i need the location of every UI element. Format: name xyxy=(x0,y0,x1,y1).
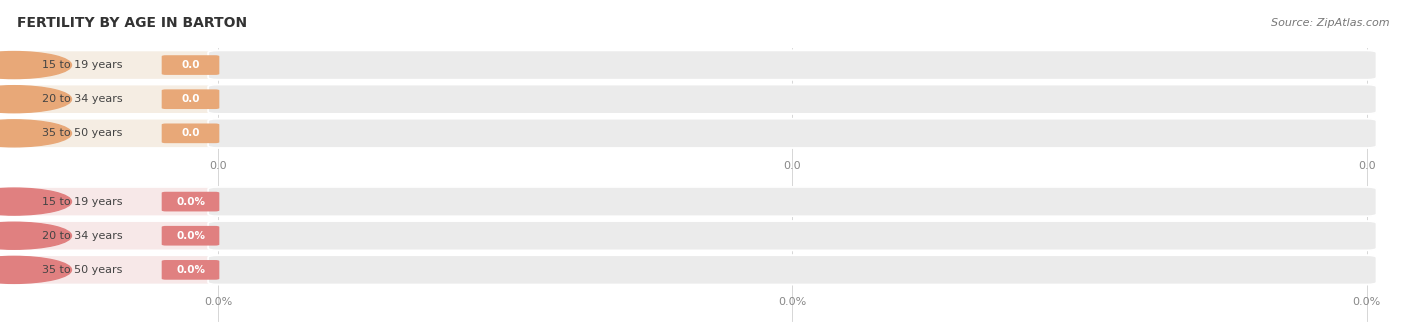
FancyBboxPatch shape xyxy=(1,187,1376,216)
FancyBboxPatch shape xyxy=(1,85,1376,114)
Text: 0.0%: 0.0% xyxy=(778,297,807,307)
Text: 0.0%: 0.0% xyxy=(176,231,205,241)
Text: Source: ZipAtlas.com: Source: ZipAtlas.com xyxy=(1271,18,1389,28)
Circle shape xyxy=(0,120,72,147)
Text: 0.0: 0.0 xyxy=(181,128,200,138)
Text: 15 to 19 years: 15 to 19 years xyxy=(42,197,122,207)
FancyBboxPatch shape xyxy=(162,89,219,109)
FancyBboxPatch shape xyxy=(162,226,219,246)
FancyBboxPatch shape xyxy=(208,255,1376,284)
FancyBboxPatch shape xyxy=(162,260,219,280)
Text: 20 to 34 years: 20 to 34 years xyxy=(42,94,122,104)
Text: FERTILITY BY AGE IN BARTON: FERTILITY BY AGE IN BARTON xyxy=(17,16,247,30)
Text: 35 to 50 years: 35 to 50 years xyxy=(42,128,122,138)
FancyBboxPatch shape xyxy=(1,255,1376,284)
FancyBboxPatch shape xyxy=(1,119,1376,148)
Text: 0.0: 0.0 xyxy=(181,94,200,104)
Text: 0.0%: 0.0% xyxy=(176,197,205,207)
Text: 0.0%: 0.0% xyxy=(176,265,205,275)
Text: 0.0%: 0.0% xyxy=(1353,297,1381,307)
Text: 0.0: 0.0 xyxy=(181,60,200,70)
Circle shape xyxy=(0,222,72,249)
FancyBboxPatch shape xyxy=(208,187,1376,216)
Text: 0.0: 0.0 xyxy=(1358,161,1375,171)
Circle shape xyxy=(0,86,72,113)
Text: 0.0: 0.0 xyxy=(209,161,226,171)
Text: 0.0%: 0.0% xyxy=(204,297,232,307)
FancyBboxPatch shape xyxy=(1,221,1376,250)
FancyBboxPatch shape xyxy=(208,221,1376,250)
FancyBboxPatch shape xyxy=(162,192,219,212)
Circle shape xyxy=(0,52,72,78)
FancyBboxPatch shape xyxy=(1,50,1376,80)
Text: 15 to 19 years: 15 to 19 years xyxy=(42,60,122,70)
FancyBboxPatch shape xyxy=(162,55,219,75)
Text: 35 to 50 years: 35 to 50 years xyxy=(42,265,122,275)
FancyBboxPatch shape xyxy=(208,50,1376,80)
Circle shape xyxy=(0,256,72,283)
FancyBboxPatch shape xyxy=(162,123,219,143)
FancyBboxPatch shape xyxy=(208,119,1376,148)
Circle shape xyxy=(0,188,72,215)
Text: 0.0: 0.0 xyxy=(783,161,801,171)
FancyBboxPatch shape xyxy=(208,85,1376,114)
Text: 20 to 34 years: 20 to 34 years xyxy=(42,231,122,241)
